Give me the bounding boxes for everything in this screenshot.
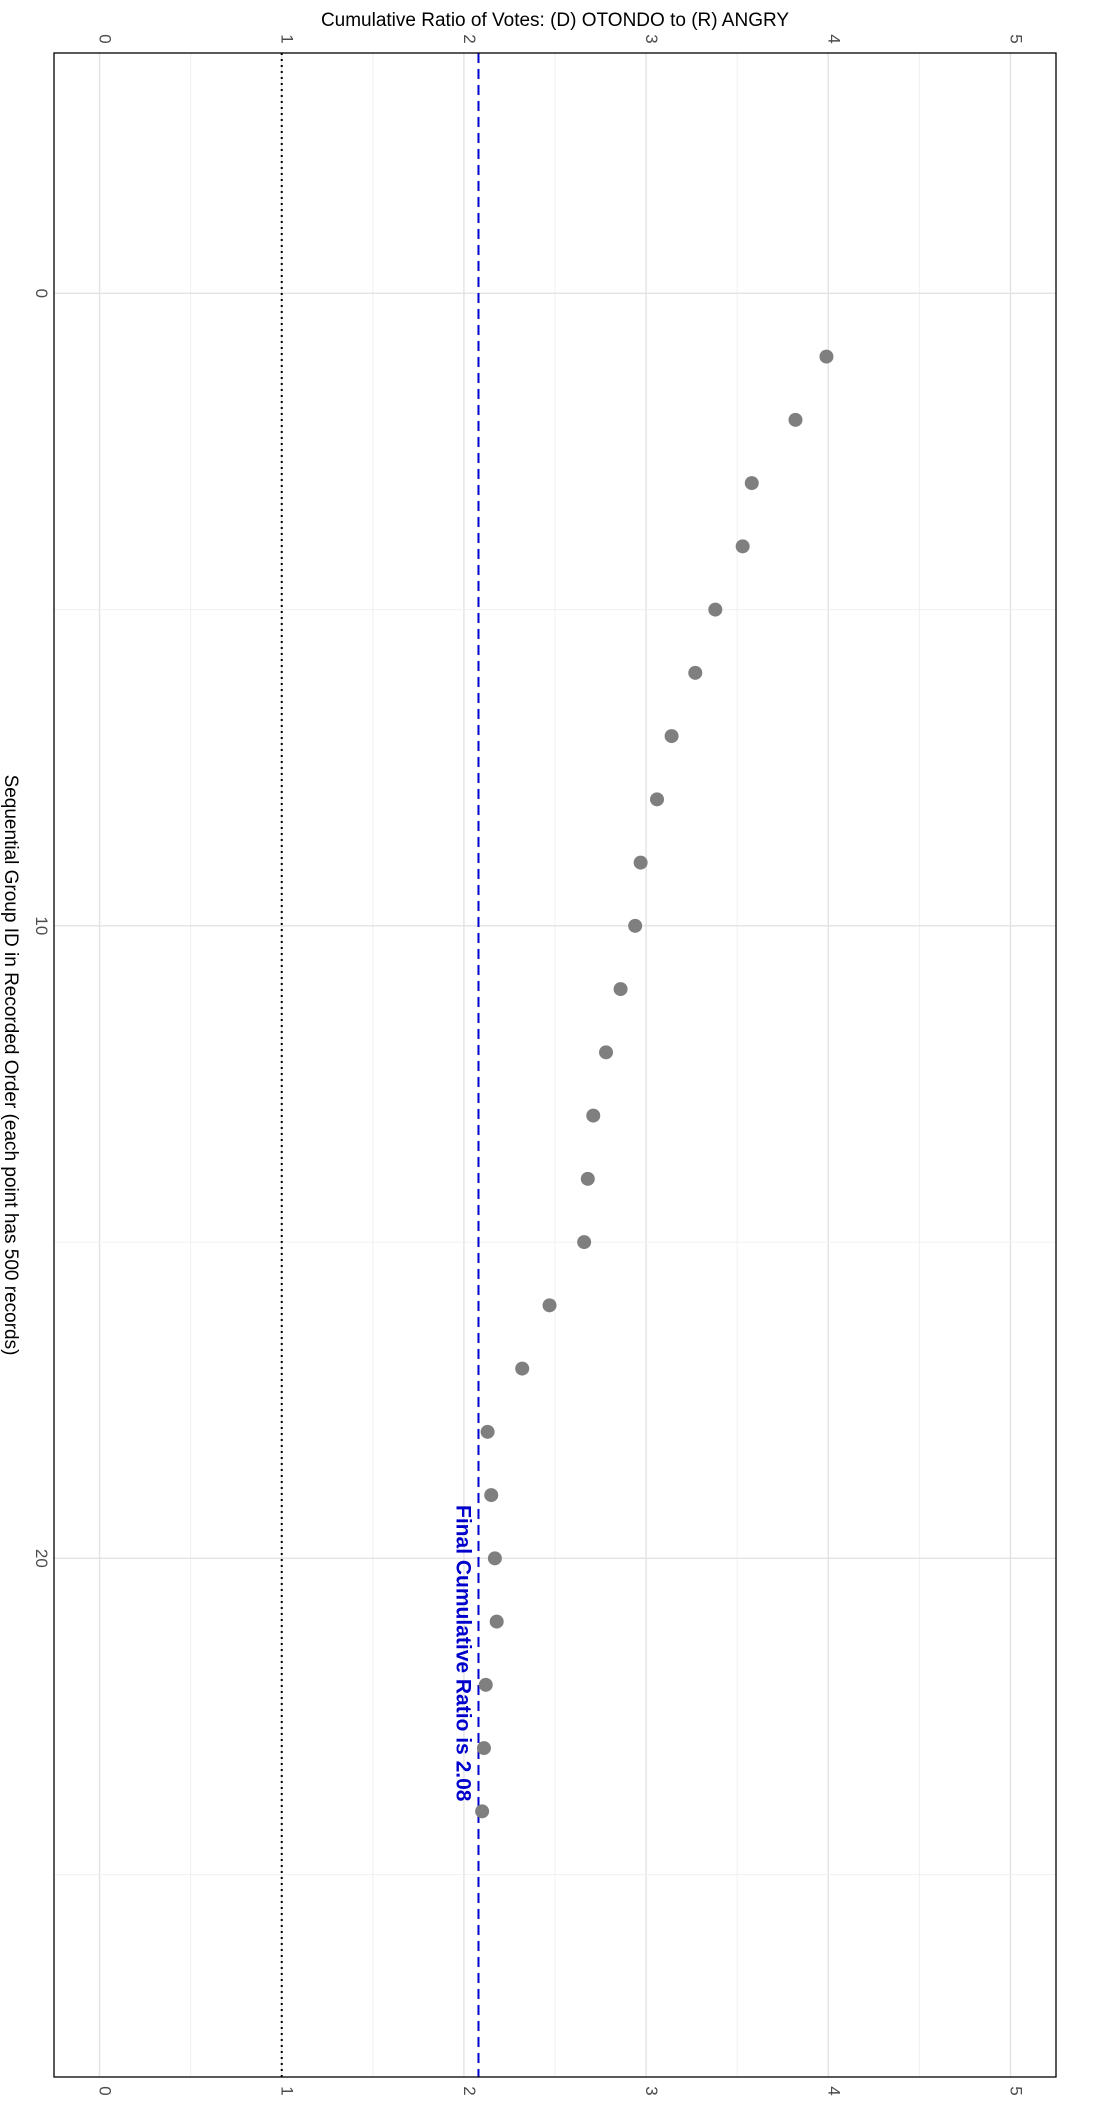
data-points — [475, 349, 834, 1819]
data-point — [487, 1551, 502, 1566]
data-point — [478, 1677, 493, 1692]
tick-labels: 0 0 1 1 2 2 3 3 4 4 5 5 0 10 20 — [32, 34, 1025, 2095]
grid-lines — [54, 53, 1056, 2077]
x-tick-label: 0 — [32, 289, 51, 298]
data-point — [628, 918, 643, 933]
y-tick-label-top: 1 — [278, 34, 297, 43]
y-tick-label-top: 4 — [824, 34, 843, 43]
data-point — [577, 1235, 592, 1250]
data-point — [515, 1361, 530, 1376]
y-tick-label-top: 5 — [1006, 34, 1025, 43]
y-tick-label-bottom: 3 — [642, 2086, 661, 2095]
data-point — [475, 1804, 490, 1819]
data-point — [744, 476, 759, 491]
data-point — [650, 792, 665, 807]
x-tick-label: 20 — [32, 1549, 51, 1568]
data-point — [489, 1614, 504, 1629]
data-point — [480, 1424, 495, 1439]
y-tick-label-bottom: 4 — [824, 2086, 843, 2095]
y-tick-label-top: 0 — [96, 34, 115, 43]
plot-border — [53, 52, 1057, 2078]
y-tick-label-top: 3 — [642, 34, 661, 43]
data-point — [788, 412, 803, 427]
data-point — [664, 729, 679, 744]
x-axis-title: Sequential Group ID in Recorded Order (e… — [0, 775, 21, 1356]
y-tick-label-bottom: 0 — [96, 2086, 115, 2095]
y-tick-label-bottom: 5 — [1006, 2086, 1025, 2095]
y-tick-label-bottom: 1 — [278, 2086, 297, 2095]
data-point — [542, 1298, 557, 1313]
x-tick-label: 10 — [32, 916, 51, 935]
data-point — [580, 1171, 595, 1186]
reference-lines — [280, 53, 480, 2077]
final-ratio-annotation: Final Cumulative Ratio is 2.08 — [451, 1505, 474, 1802]
data-point — [735, 539, 750, 554]
data-point — [819, 349, 834, 364]
data-point — [476, 1741, 491, 1756]
y-axis-title: Cumulative Ratio of Votes: (D) OTONDO to… — [321, 10, 789, 31]
data-point — [633, 855, 648, 870]
data-point — [613, 982, 628, 997]
y-tick-label-bottom: 2 — [460, 2086, 479, 2095]
y-tick-label-top: 2 — [460, 34, 479, 43]
data-point — [586, 1108, 601, 1123]
data-point — [708, 602, 723, 617]
data-point — [484, 1488, 499, 1503]
data-point — [599, 1045, 614, 1060]
data-point — [688, 665, 703, 680]
